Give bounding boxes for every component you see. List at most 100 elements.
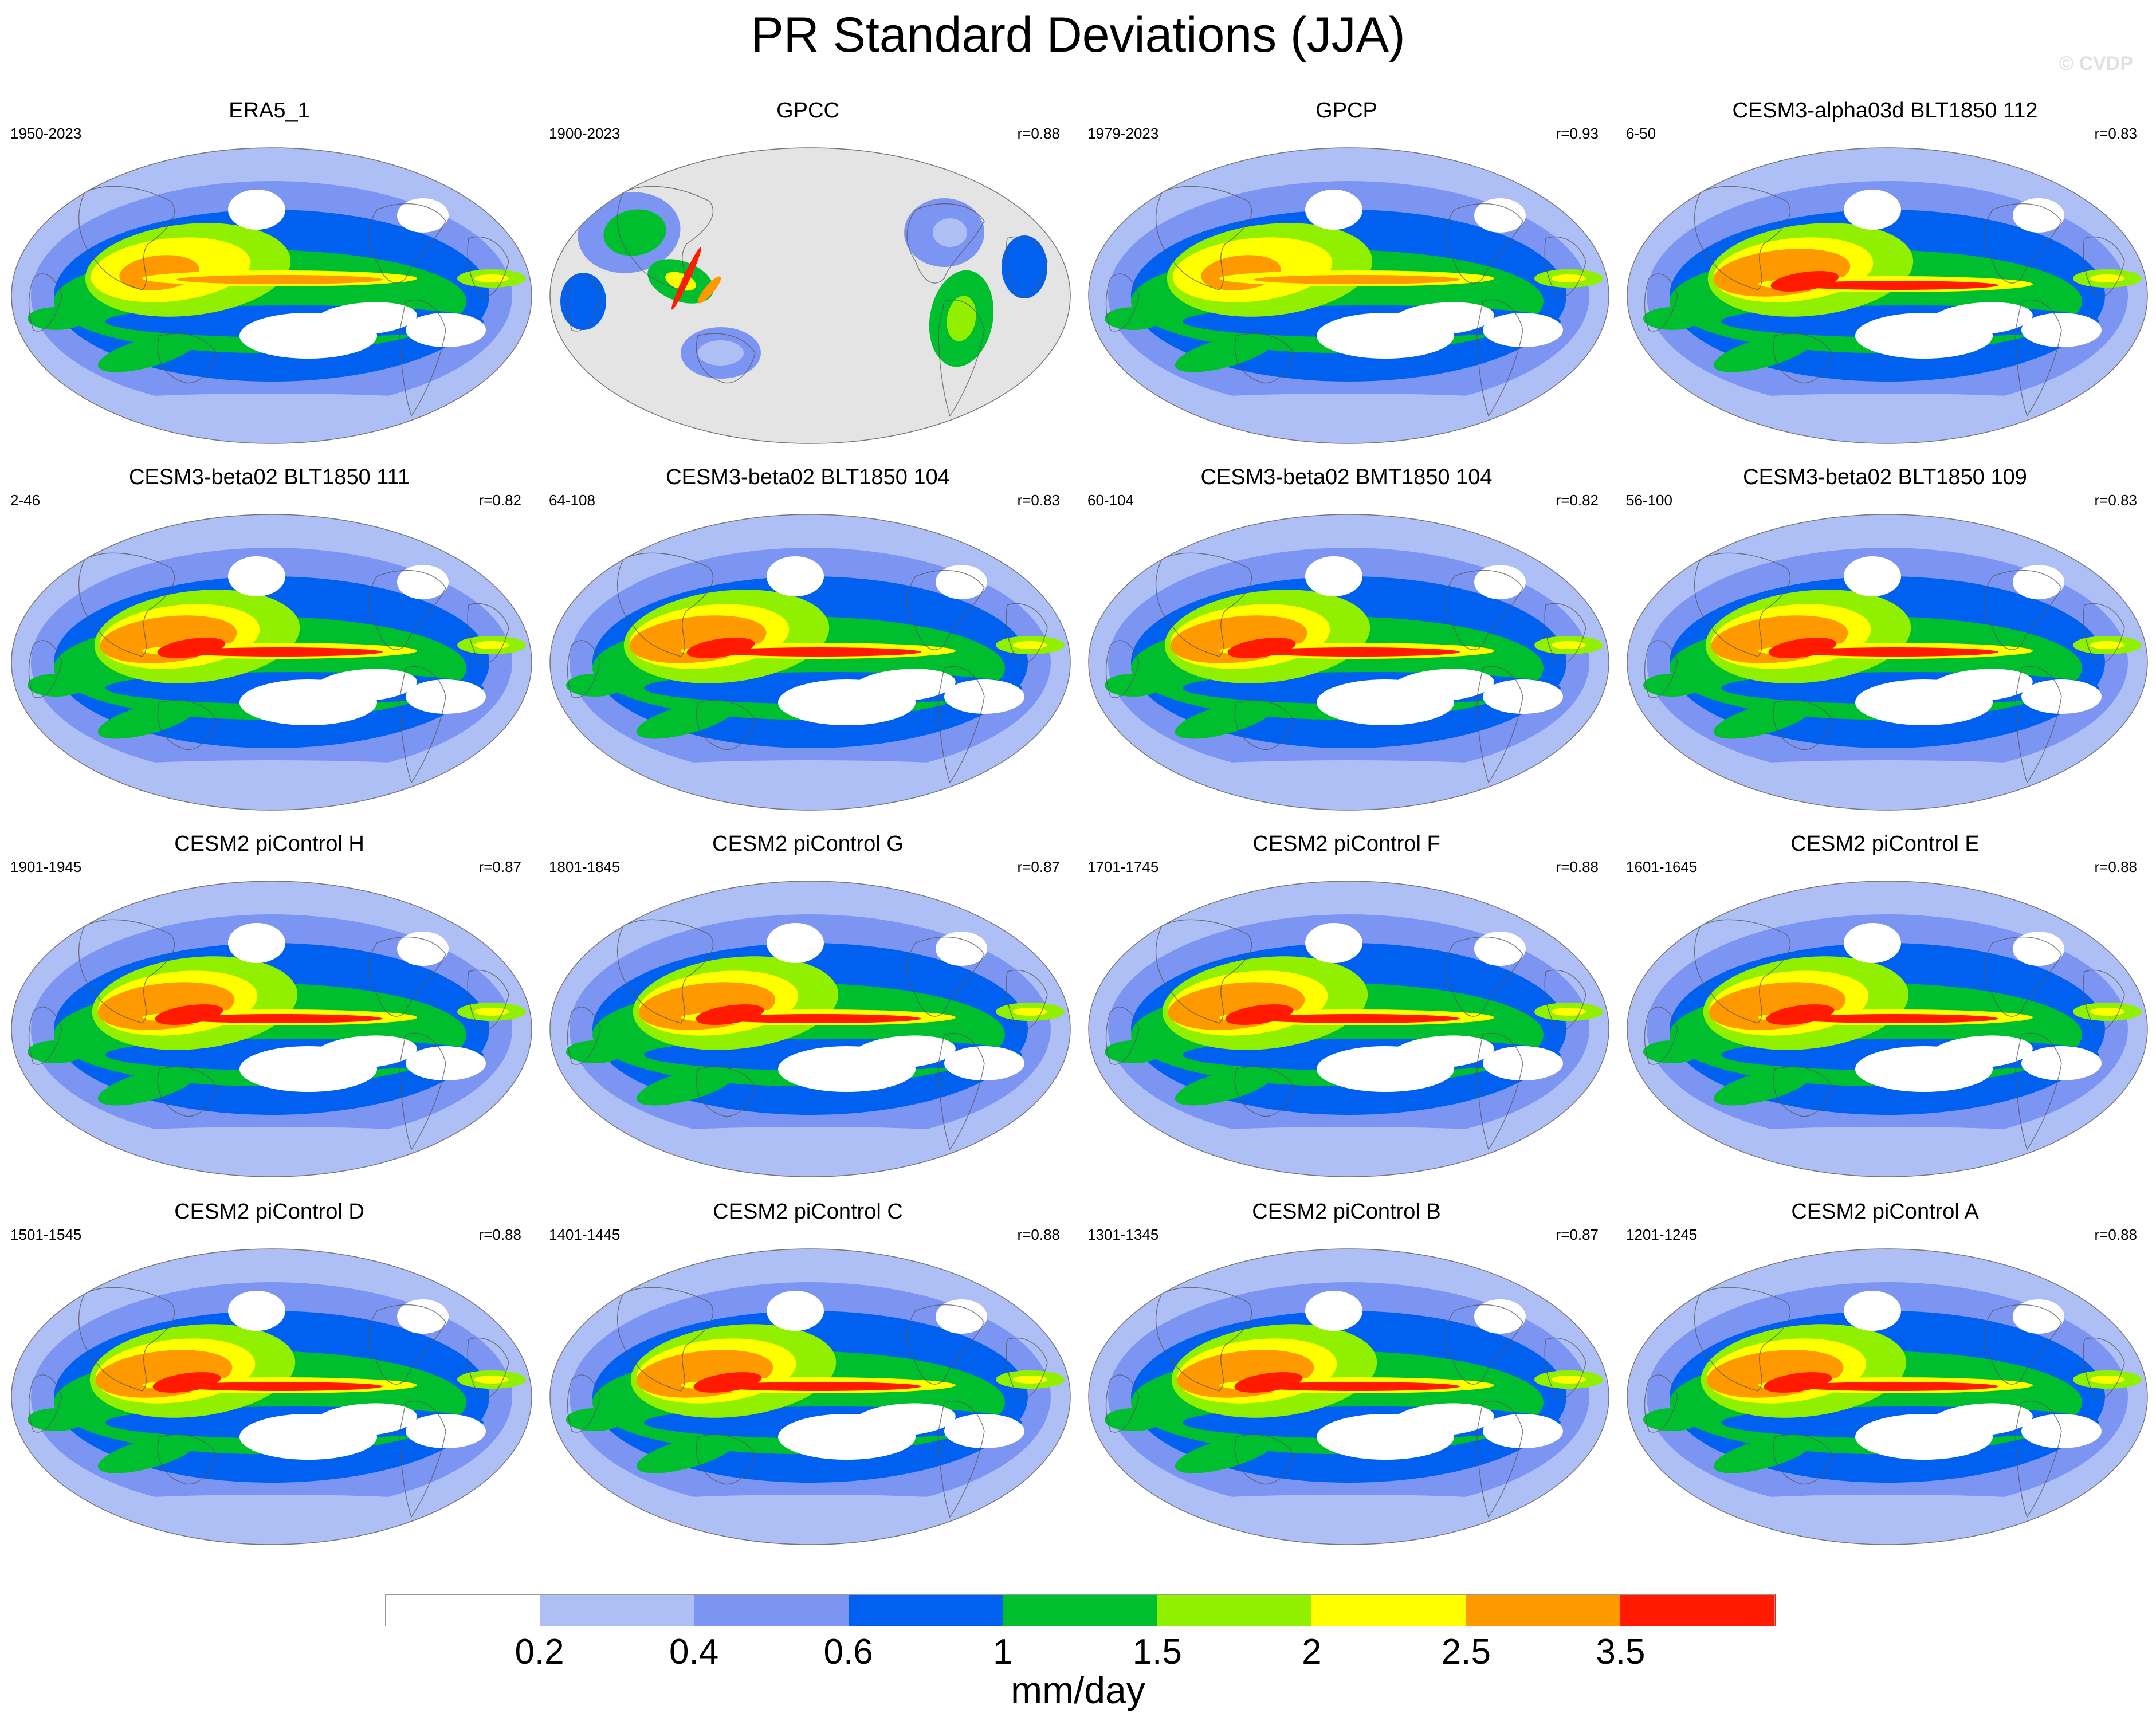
world-map xyxy=(1626,1248,2149,1546)
panel-correlation: r=0.87 xyxy=(1556,1226,1599,1243)
colorbar-segment xyxy=(1311,1594,1467,1626)
panel-correlation: r=0.88 xyxy=(1017,1226,1060,1243)
panel-years: 6-50 xyxy=(1626,125,1656,142)
panel-years: 1950-2023 xyxy=(10,125,82,142)
world-map xyxy=(1626,147,2149,445)
panel-years: 1801-1845 xyxy=(549,858,621,875)
panel-title: CESM3-beta02 BLT1850 104 xyxy=(666,465,950,489)
panel-correlation: r=0.83 xyxy=(2094,125,2137,142)
world-map xyxy=(549,513,1071,811)
colorbar-tick-label: 0.2 xyxy=(515,1632,564,1672)
map-panel: CESM2 piControl E 1601-1645 r=0.88 xyxy=(1616,832,2154,1181)
colorbar-tick-label: 2 xyxy=(1302,1632,1322,1672)
panel-correlation: r=0.93 xyxy=(1556,125,1599,142)
world-map xyxy=(1087,513,1610,811)
colorbar-units: mm/day xyxy=(1011,1669,1145,1711)
map-panel: CESM3-beta02 BLT1850 109 56-100 r=0.83 xyxy=(1616,465,2154,815)
map-panel: GPCP 1979-2023 r=0.93 xyxy=(1077,99,1616,448)
world-map xyxy=(10,880,533,1178)
panel-correlation: r=0.87 xyxy=(1017,858,1060,875)
panel-title: CESM2 piControl F xyxy=(1252,832,1440,856)
panel-years: 56-100 xyxy=(1626,492,1672,509)
colorbar-tick-label: 0.4 xyxy=(669,1632,719,1672)
map-panel: GPCC 1900-2023 r=0.88 xyxy=(539,99,1077,448)
panel-years: 1501-1545 xyxy=(10,1226,82,1243)
colorbar-segment xyxy=(1003,1594,1158,1626)
panel-correlation: r=0.83 xyxy=(2094,492,2137,509)
map-panel: ERA5_1 1950-2023 xyxy=(0,99,539,448)
panel-correlation: r=0.82 xyxy=(1556,492,1599,509)
colorbar-tick-label: 2.5 xyxy=(1441,1632,1491,1672)
panel-years: 64-108 xyxy=(549,492,595,509)
map-panel: CESM2 piControl C 1401-1445 r=0.88 xyxy=(539,1200,1077,1549)
map-panel: CESM3-beta02 BLT1850 111 2-46 r=0.82 xyxy=(0,465,539,815)
panel-title: GPCC xyxy=(776,99,839,123)
colorbar-tick-label: 1.5 xyxy=(1132,1632,1182,1672)
panel-title: GPCP xyxy=(1315,99,1377,123)
world-map xyxy=(1087,147,1610,445)
colorbar-segment xyxy=(385,1594,540,1626)
map-panel: CESM3-alpha03d BLT1850 112 6-50 r=0.83 xyxy=(1616,99,2154,448)
panel-correlation: r=0.82 xyxy=(478,492,521,509)
world-map xyxy=(1626,880,2149,1178)
panel-years: 1701-1745 xyxy=(1087,858,1159,875)
panel-title: ERA5_1 xyxy=(229,99,310,123)
panel-title: CESM3-beta02 BMT1850 104 xyxy=(1200,465,1493,489)
panel-correlation: r=0.87 xyxy=(478,858,521,875)
panel-correlation: r=0.88 xyxy=(1017,125,1060,142)
panel-years: 60-104 xyxy=(1087,492,1134,509)
panel-years: 1201-1245 xyxy=(1626,1226,1698,1243)
world-map xyxy=(549,1248,1071,1546)
colorbar-segment xyxy=(539,1594,695,1626)
world-map xyxy=(10,1248,533,1546)
panel-correlation: r=0.88 xyxy=(478,1226,521,1243)
map-panel: CESM2 piControl G 1801-1845 r=0.87 xyxy=(539,832,1077,1181)
figure-title: PR Standard Deviations (JJA) xyxy=(751,7,1405,62)
panel-correlation: r=0.83 xyxy=(1017,492,1060,509)
panel-years: 1401-1445 xyxy=(549,1226,621,1243)
world-map xyxy=(10,513,533,811)
panel-title: CESM3-beta02 BLT1850 109 xyxy=(1743,465,2027,489)
panel-title: CESM2 piControl G xyxy=(712,832,904,856)
panel-years: 2-46 xyxy=(10,492,41,509)
panel-correlation: r=0.88 xyxy=(2094,1226,2137,1243)
map-panel: CESM2 piControl D 1501-1545 r=0.88 xyxy=(0,1200,539,1549)
world-map xyxy=(1087,1248,1610,1546)
colorbar-tick-label: 1 xyxy=(992,1632,1013,1672)
world-map xyxy=(10,147,533,445)
colorbar xyxy=(385,1594,1776,1626)
panel-title: CESM2 piControl H xyxy=(174,832,364,856)
panel-title: CESM2 piControl C xyxy=(713,1200,903,1224)
world-map xyxy=(549,147,1071,445)
panel-title: CESM2 piControl D xyxy=(174,1200,364,1224)
colorbar-segment xyxy=(1157,1594,1313,1626)
colorbar-segment xyxy=(848,1594,1004,1626)
panel-years: 1901-1945 xyxy=(10,858,82,875)
panel-years: 1301-1345 xyxy=(1087,1226,1159,1243)
colorbar-segment xyxy=(1620,1594,1776,1626)
watermark: © CVDP xyxy=(2059,53,2133,74)
map-panel: CESM3-beta02 BMT1850 104 60-104 r=0.82 xyxy=(1077,465,1616,815)
world-map xyxy=(549,880,1071,1178)
map-panel: CESM2 piControl A 1201-1245 r=0.88 xyxy=(1616,1200,2154,1549)
colorbar-segment xyxy=(1466,1594,1621,1626)
colorbar-tick-label: 3.5 xyxy=(1596,1632,1646,1672)
colorbar-tick-label: 0.6 xyxy=(823,1632,873,1672)
panel-correlation: r=0.88 xyxy=(2094,858,2137,875)
panel-title: CESM3-alpha03d BLT1850 112 xyxy=(1732,99,2038,123)
panel-title: CESM2 piControl A xyxy=(1791,1200,1979,1224)
map-panel: CESM2 piControl H 1901-1945 r=0.87 xyxy=(0,832,539,1181)
panel-years: 1979-2023 xyxy=(1087,125,1159,142)
map-panel: CESM2 piControl B 1301-1345 r=0.87 xyxy=(1077,1200,1616,1549)
panel-title: CESM2 piControl E xyxy=(1790,832,1980,856)
panel-correlation: r=0.88 xyxy=(1556,858,1599,875)
map-panel: CESM2 piControl F 1701-1745 r=0.88 xyxy=(1077,832,1616,1181)
panel-years: 1900-2023 xyxy=(549,125,621,142)
colorbar-segment xyxy=(694,1594,849,1626)
panel-years: 1601-1645 xyxy=(1626,858,1698,875)
map-panel: CESM3-beta02 BLT1850 104 64-108 r=0.83 xyxy=(539,465,1077,815)
world-map xyxy=(1626,513,2149,811)
panel-title: CESM2 piControl B xyxy=(1252,1200,1441,1224)
world-map xyxy=(1087,880,1610,1178)
panel-title: CESM3-beta02 BLT1850 111 xyxy=(128,465,410,489)
